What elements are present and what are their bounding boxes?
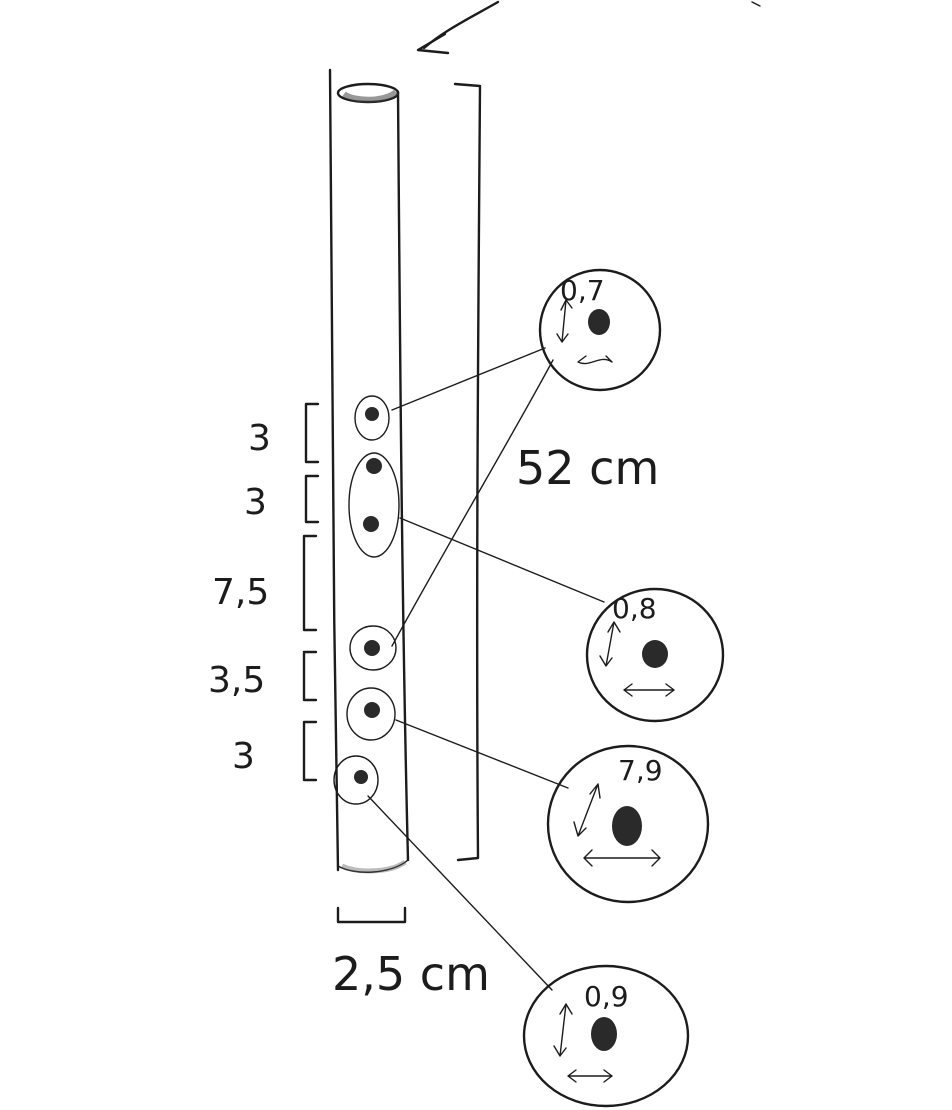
length-label: 52 cm xyxy=(516,441,659,495)
length-bracket xyxy=(453,82,482,862)
spacing-label-3: 7,5 xyxy=(212,572,269,613)
spacing-label-1: 3 xyxy=(248,418,271,459)
hole-diameter-label-2: 0,8 xyxy=(612,592,657,625)
diameter-label: 2,5 cm xyxy=(332,947,490,1001)
finger-hole-6 xyxy=(333,755,379,805)
hole-detail-circle-4: 0,9 xyxy=(522,964,690,1108)
hole-detail-circle-3: 7,9 xyxy=(546,744,710,904)
finger-hole-group-2-3 xyxy=(348,452,400,558)
hole-diameter-label-1: 0,7 xyxy=(560,274,605,307)
hole-diameter-label-4: 0,9 xyxy=(584,980,629,1013)
diameter-bracket xyxy=(336,906,407,924)
top-arrow xyxy=(416,0,761,55)
finger-hole-1 xyxy=(354,395,390,441)
hole-detail-circle-1: 0,7 xyxy=(538,268,662,392)
finger-hole-5 xyxy=(346,687,396,741)
hole-detail-circle-2: 0,8 xyxy=(585,587,725,723)
finger-hole-4 xyxy=(349,625,397,671)
connector-lines xyxy=(367,347,605,991)
spacing-brackets xyxy=(302,402,320,782)
spacing-label-4: 3,5 xyxy=(208,660,265,701)
spacing-label-2: 3 xyxy=(244,482,267,523)
spacing-label-5: 3 xyxy=(232,736,255,777)
hole-diameter-label-3: 7,9 xyxy=(618,754,663,787)
flute-tube xyxy=(328,68,410,874)
